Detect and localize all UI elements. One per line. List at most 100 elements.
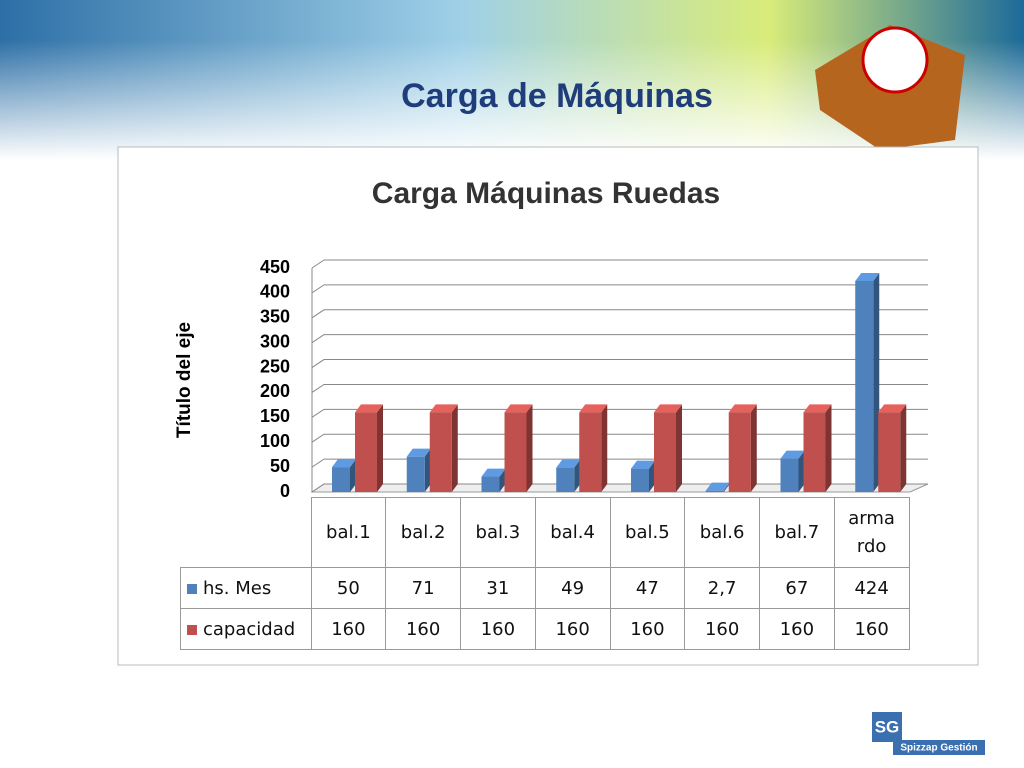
grid-line [311,433,928,443]
bar-top [878,404,907,413]
data-label: 160 [460,608,536,650]
y-tick-label: 150 [260,406,290,426]
bar-top [504,404,533,413]
category-cell: bal.2 [385,497,461,568]
y-tick-label: 250 [260,356,290,376]
bar-side [350,459,356,492]
bar-side [574,459,581,492]
bar [803,412,826,492]
grid-line [311,284,928,294]
bar [504,412,527,492]
bar-side [723,482,730,492]
legend-entry: capacidad [180,608,312,650]
y-tick-label: 100 [260,431,290,451]
y-tick-label: 300 [260,331,290,351]
logo-sg: SG Spizzap Gestión [872,712,985,755]
bar [481,476,500,492]
grid-line [311,259,928,269]
bar-side [649,460,655,492]
bar-side [900,404,907,492]
category-cell: bal.5 [609,497,686,568]
bar-side [377,404,383,492]
grid-line [311,408,928,418]
grid-line [311,309,928,319]
grid-line [311,359,928,368]
bar-top [579,404,608,413]
data-label: 47 [609,567,686,609]
bar [355,412,377,492]
bar-top [780,450,805,459]
category-cell: bal.3 [460,497,536,568]
series-row: hs. Mes 50 71 31 49 47 2,7 67 424 [180,567,910,609]
bar-top [654,404,682,413]
x-tick-label: armardo [848,507,895,557]
legend-entry: hs. Mes [180,567,312,609]
bar-top [556,459,581,468]
category-cell: bal.1 [310,497,387,568]
bar [579,412,602,492]
data-table: bal.1 bal.2 bal.3 bal.4 bal.5 bal.6 bal.7 armar… [180,497,910,650]
bar [556,467,575,492]
x-tick-label: bal.6 [699,521,745,543]
logo-cube [815,25,965,150]
y-axis-title: Título del eje [174,322,195,438]
bar-side [601,404,608,492]
bar-top [481,468,506,477]
bar-side [798,450,805,492]
data-label: 160 [833,608,910,650]
y-tick-label: 0 [280,481,290,501]
bar-side [825,404,832,492]
bar-top [631,460,655,469]
floor [310,483,929,493]
bar [780,458,799,492]
data-label: 2,7 [684,567,760,609]
bar-top [429,404,458,413]
y-tick-label: 450 [260,257,290,277]
data-label: 49 [534,567,611,609]
legend-label: hs. Mes [203,577,272,599]
bar-top [406,448,431,457]
x-tick-label: bal.5 [625,521,670,543]
y-tick-label: 50 [270,456,290,476]
category-cell: armardo [833,497,910,568]
x-tick-label: bal.3 [475,521,521,543]
chart-title: Carga Máquinas Ruedas [372,177,720,210]
bar [429,412,452,492]
data-label: 67 [759,567,835,609]
x-tick-label: bal.7 [774,521,820,543]
grid-line [311,458,928,468]
x-tick-label: bal.4 [550,521,595,543]
data-label: 160 [385,608,461,650]
bar [631,468,649,492]
bar [654,412,676,492]
data-label: 160 [609,608,686,650]
bar [855,280,874,492]
bar [878,412,901,492]
y-tick-label: 200 [260,381,290,401]
data-label: 160 [759,608,835,650]
grid-line [311,334,928,344]
category-cell: bal.6 [684,497,760,568]
corner [181,498,312,568]
data-label: 50 [310,567,387,609]
bar-side [873,272,880,492]
category-cell: bal.4 [534,497,611,568]
bar-side [499,468,506,492]
grid-line [311,383,928,393]
data-label: 160 [310,608,387,650]
logo-initials: SG [875,717,900,736]
bar-top [355,404,383,413]
x-tick-label: bal.1 [326,521,371,543]
bar-side [750,404,757,492]
bar-side [451,404,458,492]
bar-side [526,404,533,492]
legend-swatch [187,583,197,594]
category-cell: bal.7 [759,497,835,568]
bar [728,412,751,492]
data-label: 160 [534,608,611,650]
bar-side [676,404,682,492]
slide-title: Carga de Máquinas [401,77,713,115]
logo-name: Spizzap Gestión [900,743,977,754]
